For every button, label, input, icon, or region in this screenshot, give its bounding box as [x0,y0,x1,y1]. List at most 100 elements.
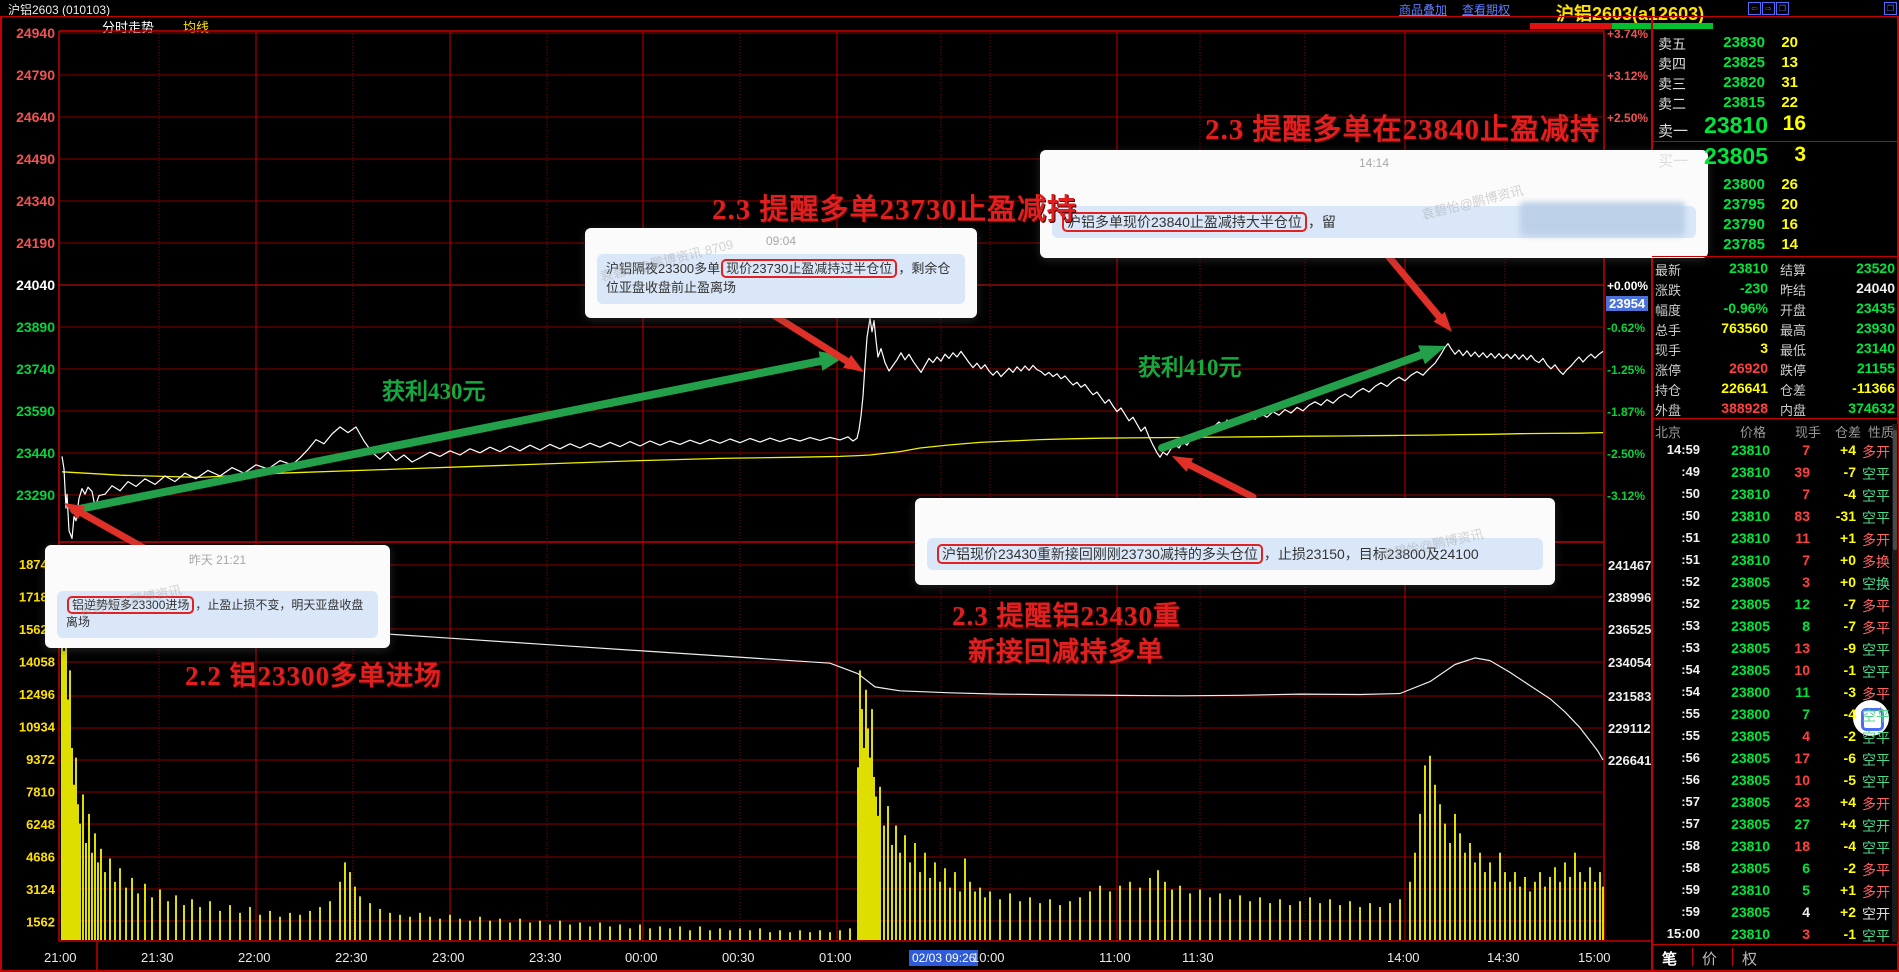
bid-volume: 16 [1781,216,1798,233]
time-axis-label: 00:30 [722,950,755,965]
time-axis-label: 11:00 [1099,950,1131,965]
tick-price: 23810 [1731,530,1770,546]
tick-price: 23810 [1731,464,1770,480]
censored-text [1520,202,1685,236]
divider [1652,944,1897,945]
divider [1692,948,1693,966]
stat-value: 23810 [1729,260,1768,276]
bottom-tab-笔[interactable]: 笔 [1662,951,1678,968]
svg-text:3124: 3124 [26,882,56,897]
tick-time: :54 [1681,662,1700,677]
stat-label: 持仓 [1655,383,1682,398]
chat-bubble: 沪铝现价23430重新接回刚刚23730减持的多头仓位 ，止损23150，目标23… [927,538,1543,571]
divider [1652,256,1897,257]
bid-volume: 20 [1781,196,1798,213]
back-arrow-icon[interactable]: ⇦ [1748,2,1761,15]
tick-oi-delta: -7 [1843,596,1856,612]
tick-type: 多平 [1862,862,1890,878]
tick-price: 23805 [1731,596,1770,612]
svg-text:24340: 24340 [16,193,55,209]
tick-volume: 11 [1795,684,1810,700]
ask-price: 23815 [1723,94,1765,111]
ask-volume: 13 [1781,54,1798,71]
divider [1652,418,1897,419]
svg-text:24940: 24940 [16,25,55,41]
stat-label: 内盘 [1780,403,1807,418]
tick-type: 空开 [1862,818,1890,834]
stat-value: -0.96% [1723,300,1768,316]
tick-time: :51 [1681,530,1700,545]
cursor-time-badge: 02/03 09:26 [909,950,979,966]
overlay-link[interactable]: 商品叠加 [1399,3,1448,17]
tick-price: 23805 [1731,618,1770,634]
tick-time: :52 [1681,596,1700,611]
tick-time: :59 [1681,904,1700,919]
bid-price: 23785 [1723,236,1765,253]
bottom-tab-权[interactable]: 权 [1742,951,1758,968]
svg-text:24190: 24190 [16,235,55,251]
ask-volume: 31 [1781,74,1798,91]
split-view-icon[interactable]: ❐ [1776,2,1789,15]
annotation-green-text: 获利410元 [1138,355,1242,380]
time-axis-label: 10:00 [972,950,1005,965]
tick-scrollbar[interactable] [1892,424,1898,942]
svg-text:238996: 238996 [1608,590,1651,605]
tick-type: 多开 [1862,884,1890,900]
tick-volume: 8 [1802,618,1810,634]
stat-label: 幅度 [1655,303,1682,318]
time-axis-label: 23:30 [529,950,562,965]
bid1-label: 买一 [1658,153,1689,170]
options-link[interactable]: 查看期权 [1462,3,1511,17]
tick-volume: 7 [1802,486,1810,502]
annotation-red-text: 新接回减持多单 [968,637,1164,667]
svg-text:241467: 241467 [1608,558,1651,573]
bid1-volume: 3 [1794,143,1806,166]
stat-value: -230 [1739,280,1768,296]
stat-value: 26920 [1729,360,1768,376]
tick-volume: 23 [1794,794,1810,810]
stat-value: 226641 [1721,380,1768,396]
tick-oi-delta: -6 [1843,750,1856,766]
bottom-tab-价[interactable]: 价 [1702,951,1718,968]
stat-value: 388928 [1721,400,1768,416]
tick-oi-delta: -1 [1843,662,1856,678]
time-axis-label: 11:30 [1182,950,1214,965]
top-bar: 沪铝2603 (010103) 商品叠加 查看期权 ⇦ ⇨ ❐ ❒ [0,0,1899,17]
svg-text:24640: 24640 [16,109,55,125]
popout-icon[interactable]: ❒ [1884,2,1897,15]
svg-text:23590: 23590 [16,403,55,419]
svg-text:24040: 24040 [16,277,55,293]
chat-screenshot: 09:04 沪铝隔夜23300多单 现价23730止盈减持过半仓位 ，剩余仓位亚盘收盘… [585,228,977,318]
ask-label: 卖四 [1658,56,1686,72]
svg-text:14058: 14058 [19,655,55,670]
tick-header: 北京 [1655,425,1682,440]
bid1-price: 23805 [1704,143,1768,169]
tick-oi-delta: -3 [1843,684,1856,700]
panel-divider [1651,16,1653,972]
tick-volume: 39 [1794,464,1810,480]
svg-text:23740: 23740 [16,361,55,377]
tick-type: 多平 [1862,620,1890,636]
annotation-red-text: 2.3 提醒铝23430重 [952,601,1181,631]
tick-volume: 7 [1802,706,1810,722]
scrollbar-thumb[interactable] [1893,430,1897,550]
tick-time: :49 [1681,464,1700,479]
svg-text:24790: 24790 [16,67,55,83]
time-axis-label: 14:00 [1387,950,1420,965]
tick-price: 23805 [1731,574,1770,590]
bid-volume: 14 [1781,236,1798,253]
stat-label: 昨结 [1780,283,1807,298]
tick-oi-delta: -7 [1843,464,1856,480]
ask-volume: 20 [1781,34,1798,51]
time-axis-label: 21:30 [141,950,174,965]
bid-price: 23790 [1723,216,1765,233]
tick-time: :59 [1681,882,1700,897]
tick-type: 多开 [1862,444,1890,460]
svg-text:1562: 1562 [26,915,55,930]
annotation-red-text: 2.3 提醒多单23730止盈减持 [712,194,1078,226]
svg-text:-2.50%: -2.50% [1607,447,1645,461]
forward-arrow-icon[interactable]: ⇨ [1762,2,1775,15]
tick-time: :57 [1681,794,1700,809]
extension-icon[interactable]: ✦ [1853,700,1889,736]
tick-volume: 7 [1802,552,1810,568]
